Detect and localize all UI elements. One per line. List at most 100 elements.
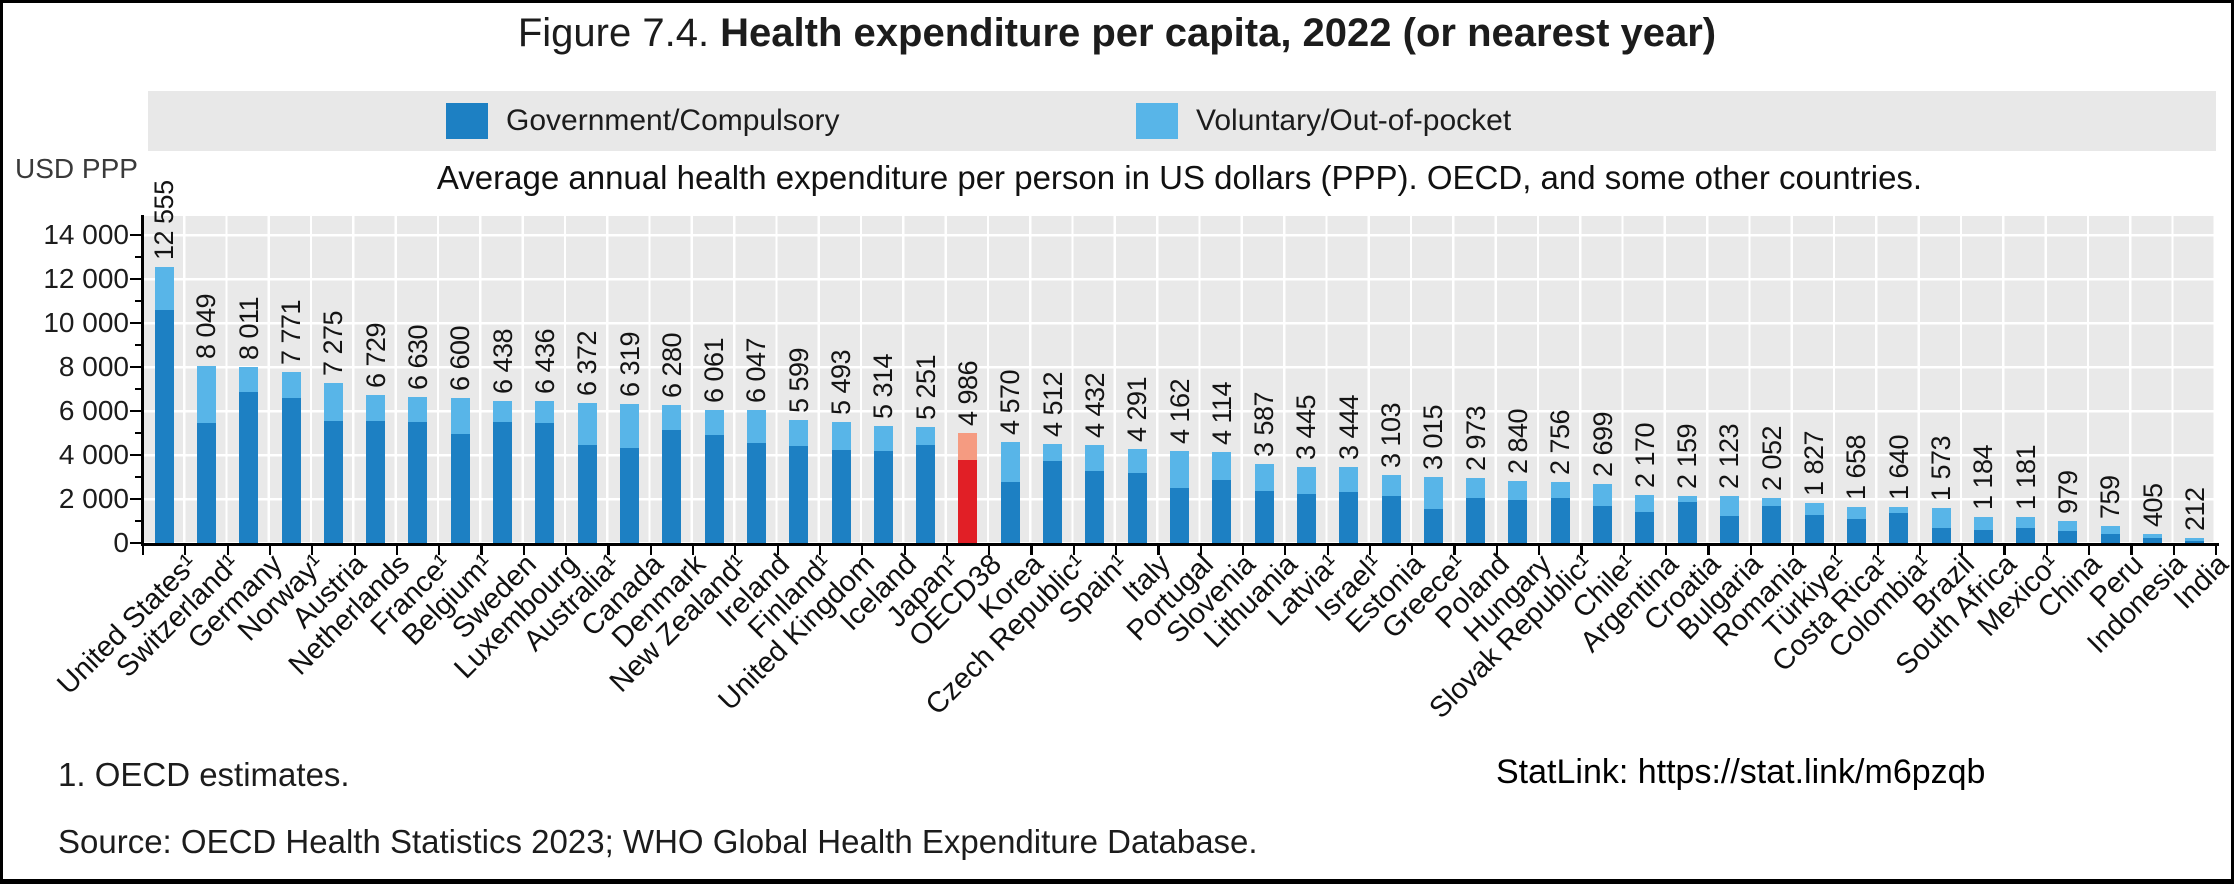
bar-south-africa xyxy=(1973,516,1993,543)
bar-segment-voluntary xyxy=(1170,451,1189,488)
bar-brazil xyxy=(1931,508,1951,543)
value-label-mexico: 1 181 xyxy=(2010,444,2041,511)
y-major-tick xyxy=(130,321,141,325)
bar-segment-government xyxy=(2143,538,2163,543)
legend-label-voluntary: Voluntary/Out-of-pocket xyxy=(1196,104,1512,137)
x-tick xyxy=(1791,545,1795,555)
y-major-tick xyxy=(130,453,141,457)
value-label-bulgaria: 2 123 xyxy=(1714,424,1745,490)
bar-segment-government xyxy=(535,423,555,543)
figure-title: Figure 7.4. Health expenditure per capit… xyxy=(3,11,2231,56)
y-axis-line xyxy=(141,215,144,545)
bar-germany xyxy=(239,366,259,543)
bar-segment-voluntary xyxy=(281,372,301,398)
bar-segment-voluntary xyxy=(535,401,555,424)
bar-china xyxy=(2058,521,2078,543)
bar-segment-government xyxy=(1973,530,1993,543)
value-label-australia: 6 372 xyxy=(572,330,603,396)
y-major-tick xyxy=(130,541,141,545)
bar-austria xyxy=(323,382,343,543)
x-tick xyxy=(988,545,991,555)
bar-segment-government xyxy=(1719,515,1739,543)
statlink-text[interactable]: StatLink: https://stat.link/m6pzqb xyxy=(1496,753,1986,791)
bar-new-zealand xyxy=(704,409,724,543)
bar-segment-government xyxy=(1550,497,1570,543)
y-tick-label: 0 xyxy=(113,527,129,558)
bar-france xyxy=(408,397,428,543)
bar-segment-voluntary xyxy=(958,433,978,460)
value-label-netherlands: 6 729 xyxy=(360,322,391,388)
y-tick-label: 6 000 xyxy=(58,395,129,426)
bar-t-rkiye xyxy=(1804,502,1824,543)
x-tick xyxy=(1030,545,1033,555)
y-minor-tick xyxy=(135,255,141,259)
x-tick xyxy=(1538,545,1541,555)
bar-segment-voluntary xyxy=(493,401,513,423)
bar-segment-government xyxy=(1804,514,1824,543)
bar-segment-voluntary xyxy=(1212,452,1232,480)
legend-entry-government: Government/Compulsory xyxy=(446,91,839,151)
x-tick xyxy=(522,545,525,555)
x-tick xyxy=(1115,545,1118,555)
bar-segment-voluntary xyxy=(1127,448,1147,473)
chart-subtitle: Average annual health expenditure per pe… xyxy=(436,159,1923,196)
bar-segment-voluntary xyxy=(1254,464,1274,491)
x-tick xyxy=(565,545,568,555)
y-major-tick xyxy=(130,409,141,413)
bar-norway xyxy=(281,372,301,543)
y-tick-label: 2 000 xyxy=(58,483,129,514)
bar-segment-government xyxy=(1508,499,1528,543)
footnote: 1. OECD estimates. xyxy=(58,756,350,793)
bar-segment-voluntary xyxy=(1296,467,1316,494)
x-tick xyxy=(184,545,187,555)
bar-segment-voluntary xyxy=(916,427,936,445)
value-label-estonia: 3 103 xyxy=(1376,402,1407,468)
x-tick xyxy=(945,545,948,555)
bar-greece xyxy=(1423,476,1443,543)
bar-segment-government xyxy=(789,445,809,543)
x-tick xyxy=(1411,545,1414,555)
y-axis-unit-label: USD PPP xyxy=(15,153,138,184)
bar-segment-government xyxy=(323,420,343,543)
x-tick xyxy=(1834,545,1837,555)
bar-japan xyxy=(916,427,936,543)
x-tick xyxy=(1918,545,1922,555)
bar-segment-government xyxy=(662,429,682,543)
bar-segment-voluntary xyxy=(577,402,597,445)
bar-iceland xyxy=(873,426,893,543)
bar-oecd38 xyxy=(958,433,978,543)
bar-italy xyxy=(1127,448,1147,543)
legend-label-government: Government/Compulsory xyxy=(506,104,840,137)
value-label-slovak-republic: 2 756 xyxy=(1545,410,1576,476)
figure-title-main: Health expenditure per capita, 2022 (or … xyxy=(720,11,1717,55)
value-label-hungary: 2 840 xyxy=(1502,408,1533,474)
x-tick xyxy=(1368,545,1372,555)
value-label-chile: 2 699 xyxy=(1587,411,1618,477)
bar-lithuania xyxy=(1254,464,1274,543)
x-tick xyxy=(1199,545,1202,555)
bar-portugal xyxy=(1170,451,1189,543)
bar-segment-voluntary xyxy=(746,409,766,443)
source-text: Source: OECD Health Statistics 2023; WHO… xyxy=(58,823,1258,860)
value-label-korea: 4 570 xyxy=(995,370,1026,436)
value-label-austria: 7 275 xyxy=(318,310,349,376)
bar-segment-government xyxy=(1846,519,1866,543)
bar-segment-voluntary xyxy=(323,382,343,421)
bar-israel xyxy=(1339,467,1359,543)
bar-belgium xyxy=(450,397,470,543)
value-label-france: 6 630 xyxy=(402,325,433,391)
value-label-peru: 759 xyxy=(2095,475,2126,520)
bar-segment-voluntary xyxy=(2016,517,2036,528)
bar-segment-government xyxy=(1170,487,1189,543)
x-tick xyxy=(818,545,822,555)
bar-luxembourg xyxy=(535,401,555,543)
x-tick xyxy=(1453,545,1456,555)
y-minor-tick xyxy=(135,475,141,479)
value-label-latvia: 3 445 xyxy=(1291,395,1322,461)
bar-segment-government xyxy=(239,391,259,543)
voluntary-swatch-icon xyxy=(1136,103,1178,139)
bar-slovak-republic xyxy=(1550,482,1570,543)
bar-slovenia xyxy=(1212,452,1232,543)
bar-segment-voluntary xyxy=(450,397,470,434)
